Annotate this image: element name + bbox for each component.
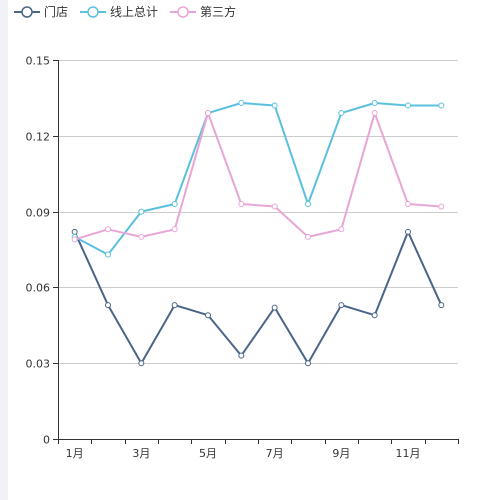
y-tick-label: 0.15 (26, 55, 51, 68)
data-point (238, 352, 245, 359)
x-tick-label: 1月 (66, 447, 84, 460)
data-point (171, 226, 178, 233)
legend-line-circle-icon (170, 6, 197, 18)
data-point (438, 203, 445, 210)
data-point (305, 201, 311, 208)
data-point (205, 110, 211, 117)
data-point (438, 102, 445, 109)
x-tick-label: 11月 (396, 447, 421, 460)
data-point (205, 312, 211, 319)
data-point (305, 360, 311, 367)
data-point (71, 228, 78, 235)
legend-label-series-0: 门店 (44, 5, 69, 19)
data-point (238, 99, 245, 106)
data-point (305, 233, 311, 240)
legend-line-circle-icon (14, 6, 40, 18)
data-point (371, 312, 378, 319)
data-point (171, 201, 178, 208)
data-point (171, 302, 178, 309)
data-point (405, 102, 411, 109)
series-1 (71, 99, 445, 258)
y-tick-label: 0.06 (26, 282, 51, 295)
tick-labels: 0 0.03 0.06 0.09 0.12 0.15 1月 3月 5月 7月 9月 11月 (26, 55, 421, 461)
x-tick-label: 5月 (199, 447, 217, 460)
grid-lines (58, 60, 458, 364)
data-point (271, 304, 278, 311)
data-point (438, 302, 445, 309)
series-2 (71, 110, 445, 243)
series-line (73, 230, 443, 365)
data-point (138, 208, 145, 215)
data-point (138, 360, 145, 367)
series-lines (71, 99, 445, 367)
legend-item-series-1[interactable]: 线上总计 (80, 5, 158, 19)
y-tick-label: 0.09 (26, 207, 51, 220)
axes (53, 60, 459, 444)
legend-item-series-2[interactable]: 第三方 (170, 5, 236, 19)
data-point (405, 228, 411, 235)
data-point (105, 251, 111, 258)
legend-line-circle-icon (80, 6, 107, 18)
legend-label-series-1: 线上总计 (110, 5, 159, 19)
data-point (371, 99, 378, 106)
series-0 (71, 228, 445, 367)
data-point (138, 233, 145, 240)
x-tick-label: 7月 (266, 447, 284, 460)
data-point (271, 203, 278, 210)
legend-label-series-2: 第三方 (200, 5, 237, 19)
page-left-edge (0, 0, 8, 500)
y-tick-label: 0.03 (26, 358, 51, 371)
y-tick-label: 0 (43, 434, 50, 447)
data-point (338, 226, 345, 233)
data-point (238, 201, 245, 208)
series-line (74, 112, 442, 241)
chart-legend: 门店 线上总计 第三方 (14, 2, 248, 22)
data-point (105, 302, 111, 309)
data-point (71, 236, 78, 243)
data-point (405, 201, 411, 208)
data-point (271, 102, 278, 109)
data-point (338, 302, 345, 309)
x-tick-label: 3月 (132, 447, 150, 460)
x-tick-label: 9月 (332, 447, 350, 460)
data-point (105, 226, 111, 233)
legend-item-series-0[interactable]: 门店 (14, 5, 68, 19)
y-tick-label: 0.12 (26, 131, 51, 144)
series-line (74, 102, 442, 256)
data-point (371, 110, 378, 117)
data-point (338, 110, 345, 117)
